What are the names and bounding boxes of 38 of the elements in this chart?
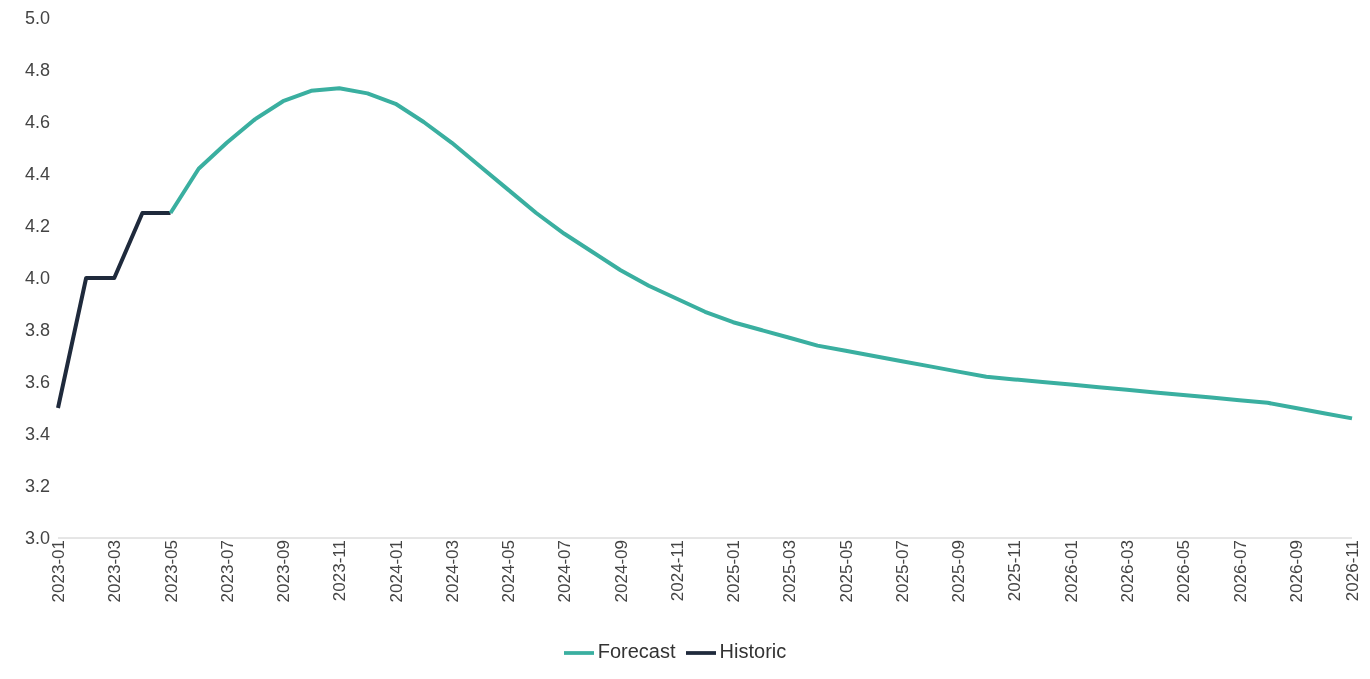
x-tick-label: 2026-05 <box>1174 540 1194 603</box>
y-tick-label: 4.0 <box>24 268 50 289</box>
legend-label: Forecast <box>597 640 676 663</box>
y-tick-label: 5.0 <box>24 8 50 29</box>
x-tick-label: 2025-07 <box>892 540 912 603</box>
y-tick-label: 3.8 <box>24 320 50 341</box>
y-tick-label: 3.0 <box>24 528 50 549</box>
x-tick-label: 2024-07 <box>555 540 575 603</box>
y-tick-label: 4.8 <box>24 60 50 81</box>
x-tick-label: 2025-09 <box>949 540 969 603</box>
x-tick-label: 2026-09 <box>1286 540 1306 603</box>
x-tick-label: 2026-01 <box>1061 540 1081 603</box>
x-tick-label: 2026-03 <box>1118 540 1138 603</box>
x-tick-label: 2025-11 <box>1005 540 1025 602</box>
line-series <box>168 86 1354 421</box>
x-tick-label: 2023-01 <box>49 540 69 603</box>
x-tick-label: 2023-05 <box>161 540 181 603</box>
x-tick-label: 2026-07 <box>1230 540 1250 603</box>
y-tick-label: 4.4 <box>24 164 50 185</box>
x-tick-label: 2024-05 <box>499 540 519 603</box>
x-tick-label: 2023-09 <box>274 540 294 603</box>
x-tick-label: 2025-03 <box>780 540 800 603</box>
x-tick-label: 2024-09 <box>611 540 631 603</box>
y-tick-label: 3.2 <box>24 476 50 497</box>
x-tick-label: 2025-05 <box>836 540 856 603</box>
y-tick-label: 3.4 <box>24 424 50 445</box>
x-tick-label: 2024-11 <box>667 540 687 602</box>
x-tick-label: 2026-11 <box>1343 540 1363 602</box>
x-tick-label: 2025-01 <box>724 540 744 603</box>
legend-label: Historic <box>719 640 787 663</box>
x-tick-label: 2024-01 <box>386 540 406 603</box>
y-tick-label: 4.6 <box>24 112 50 133</box>
y-tick-label: 3.6 <box>24 372 50 393</box>
x-tick-label: 2023-03 <box>105 540 125 603</box>
y-tick-label: 4.2 <box>24 216 50 237</box>
x-tick-label: 2023-11 <box>330 540 350 602</box>
x-tick-label: 2023-07 <box>217 540 237 603</box>
x-tick-label: 2024-03 <box>442 540 462 603</box>
